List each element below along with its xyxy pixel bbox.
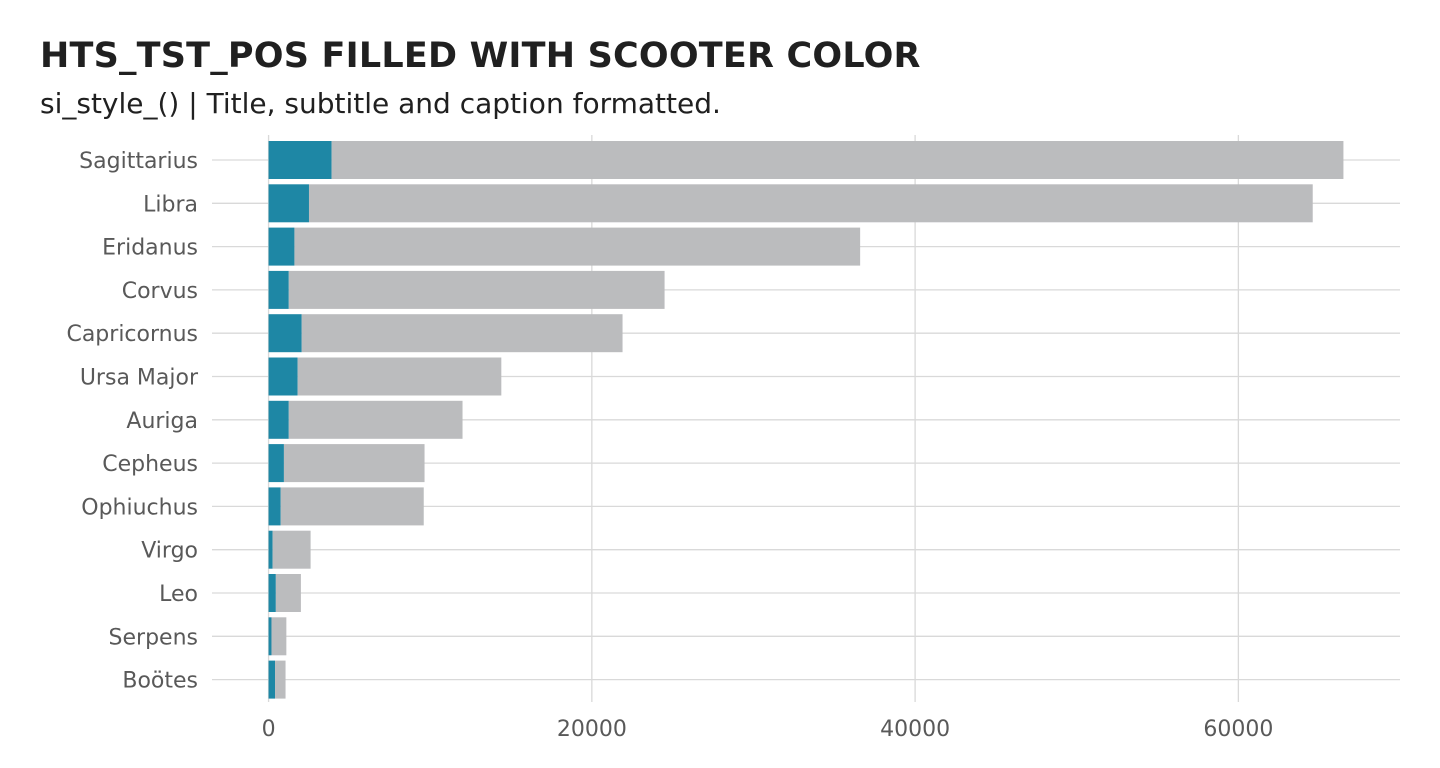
y-tick-label: Ophiuchus	[81, 495, 198, 520]
bar-segment-positive	[268, 660, 276, 699]
bar-segment-tested	[271, 617, 287, 656]
x-tick-label: 20000	[557, 717, 627, 742]
bar-segment-positive	[268, 487, 281, 526]
chart-subtitle: si_style_() | Title, subtitle and captio…	[40, 87, 721, 120]
y-tick-label: Corvus	[122, 279, 198, 304]
y-tick-label: Boötes	[122, 669, 198, 694]
y-tick-label: Ursa Major	[80, 366, 199, 391]
bar-segment-positive	[268, 357, 298, 396]
y-tick-label: Serpens	[109, 625, 198, 650]
bar-segment-positive	[268, 270, 289, 309]
bar-segment-tested	[272, 530, 311, 569]
bar-segment-positive	[268, 617, 272, 656]
bar-segment-tested	[297, 357, 502, 396]
bar-segment-tested	[275, 574, 301, 612]
chart-title: HTS_TST_POS FILLED WITH SCOOTER COLOR	[40, 36, 921, 76]
bar-segment-positive	[268, 141, 332, 179]
bar-segment-tested	[275, 660, 286, 699]
bar-segment-positive	[268, 530, 273, 569]
bar-segment-positive	[268, 400, 289, 439]
bar-segment-tested	[288, 270, 665, 309]
bar-segment-positive	[268, 227, 295, 266]
bar-segment-positive	[268, 444, 284, 483]
x-tick-label: 40000	[880, 717, 950, 742]
y-tick-label: Capricornus	[66, 322, 198, 347]
bar-segment-tested	[331, 141, 1344, 179]
bars	[268, 141, 1344, 699]
y-tick-label: Auriga	[126, 409, 198, 434]
bar-segment-tested	[280, 487, 424, 526]
bar-segment-tested	[308, 184, 1313, 223]
bar-segment-tested	[301, 314, 623, 353]
bar-segment-tested	[288, 400, 463, 439]
axis-labels: 0 20000 40000 60000 Sagittarius Libra Eridanus…	[66, 149, 1273, 742]
bar-segment-positive	[268, 314, 302, 353]
bar-segment-positive	[268, 574, 276, 612]
x-tick-label: 0	[262, 717, 276, 742]
bar-segment-tested	[283, 444, 425, 483]
y-tick-label: Virgo	[141, 539, 198, 564]
y-tick-label: Leo	[159, 582, 198, 607]
y-tick-label: Libra	[143, 192, 198, 217]
bar-segment-tested	[294, 227, 861, 266]
bar-segment-positive	[268, 184, 309, 223]
y-tick-label: Sagittarius	[79, 149, 198, 174]
y-tick-label: Eridanus	[102, 236, 198, 261]
x-tick-label: 60000	[1203, 717, 1273, 742]
y-tick-label: Cepheus	[102, 452, 198, 477]
